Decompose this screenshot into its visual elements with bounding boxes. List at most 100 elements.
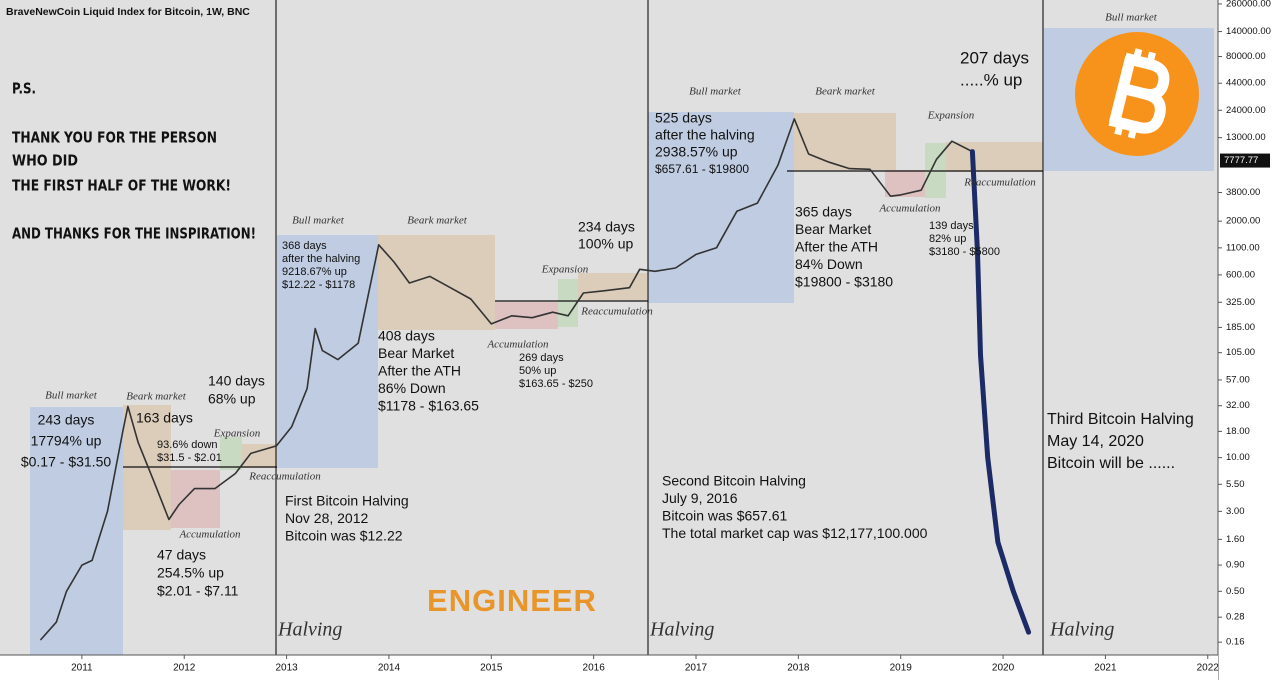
annotation: Third Bitcoin Halving xyxy=(1047,411,1194,428)
x-tick-label: 2014 xyxy=(378,663,401,674)
x-axis-panel xyxy=(0,655,1218,680)
annotation: after the halving xyxy=(282,253,360,265)
projection-line xyxy=(969,149,1032,635)
phase-label: Accumulation xyxy=(486,339,549,351)
halving-label: Halving xyxy=(649,619,714,641)
annotation: Bitcoin will be ...... xyxy=(1047,455,1175,472)
phase-label: Accumulation xyxy=(178,529,241,541)
y-tick-label: 24000.00 xyxy=(1226,105,1266,116)
annotation: After the ATH xyxy=(378,363,461,379)
annotation: $12.22 - $1178 xyxy=(282,279,355,291)
annotation: 234 days xyxy=(578,219,635,235)
annotation: Bitcoin was $12.22 xyxy=(285,528,403,544)
annotation: 68% up xyxy=(208,391,256,407)
y-tick-label: 80000.00 xyxy=(1226,51,1266,62)
annotation: First Bitcoin Halving xyxy=(285,493,409,509)
x-tick-label: 2022 xyxy=(1197,663,1220,674)
price-line xyxy=(40,118,974,641)
y-tick-label: 2000.00 xyxy=(1226,216,1260,227)
phase-label: Reaccumulation xyxy=(580,306,653,318)
message-line: WHO DID xyxy=(12,152,78,170)
annotation: 254.5% up xyxy=(157,565,224,581)
annotation: after the halving xyxy=(655,127,755,143)
logo-text: ENGINEER xyxy=(427,583,597,618)
annotation: 50% up xyxy=(519,365,556,377)
annotation: 243 days xyxy=(38,412,95,428)
y-tick-label: 0.16 xyxy=(1226,637,1245,648)
x-tick-label: 2017 xyxy=(685,663,708,674)
halving-label: Halving xyxy=(277,619,342,641)
annotation: 365 days xyxy=(795,204,852,220)
annotation: 140 days xyxy=(208,373,265,389)
annotation: Second Bitcoin Halving xyxy=(662,473,806,489)
last-price-label: 7777.77 xyxy=(1224,155,1258,166)
y-tick-label: 3.00 xyxy=(1226,506,1245,517)
annotation: 139 days xyxy=(929,220,974,232)
phase-label: Beark market xyxy=(407,215,468,227)
phase-box xyxy=(277,235,378,468)
y-tick-label: 600.00 xyxy=(1226,269,1255,280)
phase-label: Bull market xyxy=(689,86,742,98)
annotation: 17794% up xyxy=(31,433,102,449)
annotation: 84% Down xyxy=(795,256,863,272)
phase-label: Reaccumulation xyxy=(963,177,1036,189)
message-line: THANK YOU FOR THE PERSON xyxy=(12,129,217,147)
annotation: Bear Market xyxy=(378,345,454,361)
annotation: May 14, 2020 xyxy=(1047,433,1144,450)
annotation: July 9, 2016 xyxy=(662,490,738,506)
phase-box xyxy=(794,113,896,170)
annotation: 163 days xyxy=(136,410,193,426)
x-tick-label: 2011 xyxy=(71,663,93,674)
phase-label: Reaccumulation xyxy=(248,471,321,483)
message-line: P.S. xyxy=(12,80,36,98)
phase-label: Accumulation xyxy=(878,203,941,215)
halving-label: Halving xyxy=(1049,619,1114,641)
x-tick-label: 2019 xyxy=(890,663,913,674)
annotation: $163.65 - $250 xyxy=(519,378,593,390)
y-tick-label: 1100.00 xyxy=(1226,242,1260,253)
annotation: 9218.67% up xyxy=(282,266,347,278)
annotation: 100% up xyxy=(578,236,633,252)
x-tick-label: 2021 xyxy=(1094,663,1117,674)
annotation: $19800 - $3180 xyxy=(795,274,893,290)
phase-label: Bull market xyxy=(45,390,98,402)
phase-box xyxy=(171,470,220,528)
annotation: $31.5 - $2.01 xyxy=(157,452,222,464)
y-tick-label: 140000.00 xyxy=(1226,26,1271,37)
last-price-box xyxy=(1220,153,1270,168)
phase-box xyxy=(558,279,578,327)
annotation: 47 days xyxy=(157,547,206,563)
phase-box xyxy=(946,142,1043,172)
annotation: 2938.57% up xyxy=(655,144,738,160)
phase-label: Beark market xyxy=(815,86,876,98)
annotation: 86% Down xyxy=(378,380,446,396)
y-tick-label: 10.00 xyxy=(1226,452,1250,463)
phase-label: Expansion xyxy=(541,264,589,276)
message-line: AND THANKS FOR THE INSPIRATION! xyxy=(12,225,256,243)
annotation: $2.01 - $7.11 xyxy=(157,583,239,599)
annotation: 82% up xyxy=(929,233,966,245)
x-tick-label: 2013 xyxy=(275,663,298,674)
phase-box xyxy=(378,235,495,330)
x-tick-label: 2015 xyxy=(480,663,503,674)
chart-title: BraveNewCoin Liquid Index for Bitcoin, 1… xyxy=(6,6,250,18)
phase-box xyxy=(30,407,123,655)
annotation: 368 days xyxy=(282,240,327,252)
logo-glyph xyxy=(1108,48,1170,139)
annotation: 525 days xyxy=(655,110,712,126)
y-tick-label: 0.90 xyxy=(1226,560,1245,571)
phase-boxes xyxy=(30,28,1214,655)
annotation: $1178 - $163.65 xyxy=(378,398,479,414)
message-line: THE FIRST HALF OF THE WORK! xyxy=(12,177,231,195)
phase-box xyxy=(885,170,925,197)
y-tick-label: 1.60 xyxy=(1226,534,1245,545)
y-tick-label: 44000.00 xyxy=(1226,78,1266,89)
y-axis-panel xyxy=(1218,0,1280,680)
annotation: 408 days xyxy=(378,328,435,344)
annotation: Nov 28, 2012 xyxy=(285,510,368,526)
phase-box xyxy=(220,437,242,470)
bitcoin-logo xyxy=(1075,32,1199,156)
phase-box xyxy=(578,273,647,300)
